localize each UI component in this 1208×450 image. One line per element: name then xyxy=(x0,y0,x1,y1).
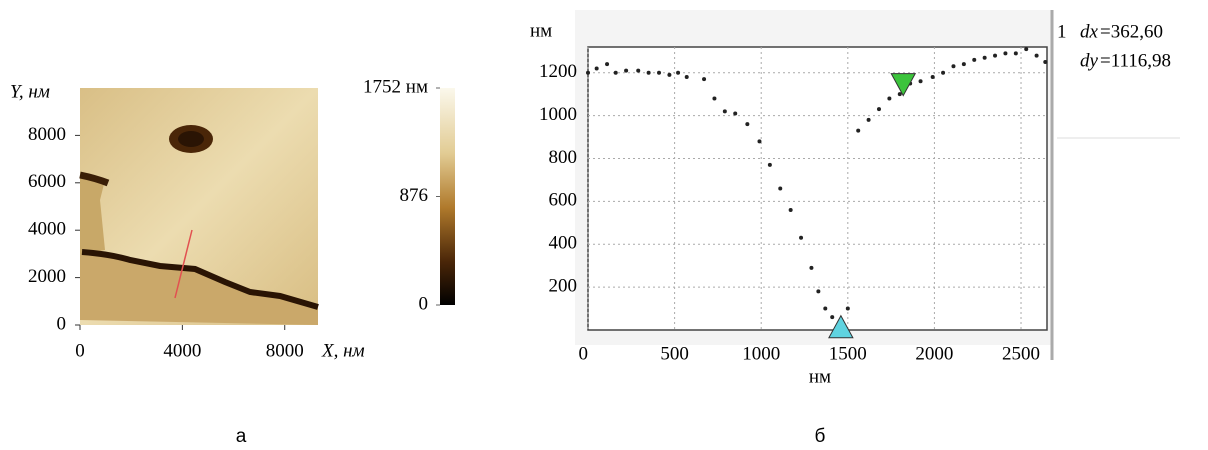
profile-point xyxy=(733,111,738,116)
readout-dy-name: dy xyxy=(1080,50,1099,71)
y-tick-label: 6000 xyxy=(28,171,66,192)
colorbar-tick-label: 0 xyxy=(419,293,429,314)
profile-point xyxy=(712,96,717,101)
readout: 1 dx =362,60 dy =1116,98 xyxy=(1057,21,1171,71)
profile-point xyxy=(722,109,727,114)
readout-dx: =362,60 xyxy=(1100,21,1163,42)
y-tick-label: 600 xyxy=(549,190,578,211)
y-tick-label: 4000 xyxy=(28,219,66,240)
profile-point xyxy=(823,306,828,311)
y-axis-label: Y, нм xyxy=(10,81,50,102)
profile-point xyxy=(594,66,599,71)
profile-point xyxy=(930,75,935,80)
y-tick-label: 400 xyxy=(549,233,578,254)
x-tick-label: 0 xyxy=(579,343,589,364)
y-tick-label: 1200 xyxy=(539,61,577,82)
x-tick-label: 2000 xyxy=(915,343,953,364)
profile-point xyxy=(993,53,998,58)
y-tick-label: 800 xyxy=(549,147,578,168)
profile-point xyxy=(951,64,956,69)
profile-point xyxy=(856,128,861,133)
profile-point xyxy=(586,70,590,75)
profile-point xyxy=(866,117,871,122)
cursor xyxy=(828,314,854,339)
y-tick-label: 200 xyxy=(549,275,578,296)
y-axis-label: нм xyxy=(530,20,552,41)
profile-point xyxy=(887,96,892,101)
profile-point xyxy=(646,70,651,75)
profile-point xyxy=(778,186,783,191)
profile-point xyxy=(657,70,662,75)
profile-point xyxy=(1034,53,1039,58)
profile-point xyxy=(1013,51,1018,56)
readout-dx-name: dx xyxy=(1080,21,1099,42)
profile-point xyxy=(897,92,902,97)
x-tick-label: 1000 xyxy=(742,343,780,364)
caption: а xyxy=(236,426,247,447)
x-axis-label: нм xyxy=(809,366,831,387)
profile-point xyxy=(667,72,672,77)
profile-point xyxy=(918,79,923,84)
profile-point xyxy=(605,62,610,67)
profile-point xyxy=(767,162,772,167)
afm-image xyxy=(79,88,319,325)
cursor xyxy=(890,73,917,97)
caption: б xyxy=(815,426,826,447)
y-tick-label: 8000 xyxy=(28,124,66,145)
profile-point xyxy=(876,107,881,112)
profile-point xyxy=(845,306,850,311)
profile-point xyxy=(961,62,966,67)
profile-point xyxy=(702,77,707,82)
profile-point xyxy=(982,55,987,60)
profile-point xyxy=(816,289,821,294)
profile-point xyxy=(809,265,814,270)
x-tick-label: 1500 xyxy=(829,343,867,364)
plot-frame xyxy=(587,46,1048,331)
colorbar-tick-label: 1752 нм xyxy=(363,76,428,97)
profile-point xyxy=(830,315,835,320)
y-tick-label: 0 xyxy=(57,313,67,334)
profile-point xyxy=(972,57,977,62)
x-tick-label: 0 xyxy=(75,340,85,361)
profile-point xyxy=(745,122,750,127)
profile-point xyxy=(624,68,629,73)
x-axis-label: X, нм xyxy=(321,340,365,361)
profile-point xyxy=(613,70,618,75)
colorbar-tick-label: 876 xyxy=(400,185,429,206)
profile-point xyxy=(1003,51,1008,56)
readout-index: 1 xyxy=(1057,21,1067,42)
y-tick-label: 1000 xyxy=(539,104,577,125)
colorbar xyxy=(440,88,455,305)
x-tick-label: 2500 xyxy=(1002,343,1040,364)
readout-dy: =1116,98 xyxy=(1100,50,1171,71)
profile-point xyxy=(757,139,762,144)
x-tick-label: 500 xyxy=(660,343,689,364)
profile-point xyxy=(799,235,804,240)
profile-point xyxy=(1043,60,1048,65)
x-tick-label: 4000 xyxy=(163,340,201,361)
x-tick-label: 8000 xyxy=(266,340,304,361)
profile-point xyxy=(684,75,689,80)
profile-point xyxy=(1024,47,1029,52)
profile-point xyxy=(676,70,681,75)
profile-point xyxy=(636,68,641,73)
y-tick-label: 2000 xyxy=(28,266,66,287)
profile-point xyxy=(941,70,946,75)
profile-point xyxy=(788,207,793,212)
